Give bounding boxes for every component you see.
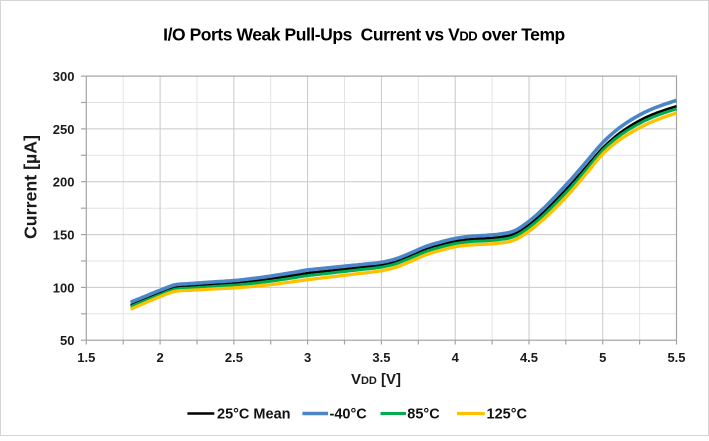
svg-text:Current [µA]: Current [µA] (21, 135, 41, 239)
svg-text:-40°C: -40°C (330, 407, 368, 423)
svg-text:150: 150 (53, 228, 75, 243)
svg-text:4.5: 4.5 (520, 350, 538, 365)
svg-text:3.5: 3.5 (372, 350, 390, 365)
svg-text:25°C Mean: 25°C Mean (217, 407, 291, 423)
svg-text:2: 2 (156, 350, 163, 365)
svg-text:200: 200 (53, 175, 75, 190)
svg-text:2.5: 2.5 (225, 350, 243, 365)
svg-text:VDD [V]: VDD [V] (351, 371, 401, 388)
svg-text:I/O Ports Weak Pull-Ups Curre: I/O Ports Weak Pull-Ups Current vs VDD o… (163, 24, 565, 44)
svg-text:4: 4 (452, 350, 460, 365)
svg-text:1.5: 1.5 (77, 350, 95, 365)
svg-text:300: 300 (53, 69, 75, 84)
svg-text:250: 250 (53, 122, 75, 137)
svg-text:100: 100 (53, 280, 75, 295)
svg-text:50: 50 (60, 333, 74, 348)
svg-text:3: 3 (304, 350, 311, 365)
svg-text:5.5: 5.5 (667, 350, 685, 365)
svg-text:5: 5 (599, 350, 606, 365)
svg-text:85°C: 85°C (407, 407, 440, 423)
svg-text:125°C: 125°C (487, 407, 528, 423)
